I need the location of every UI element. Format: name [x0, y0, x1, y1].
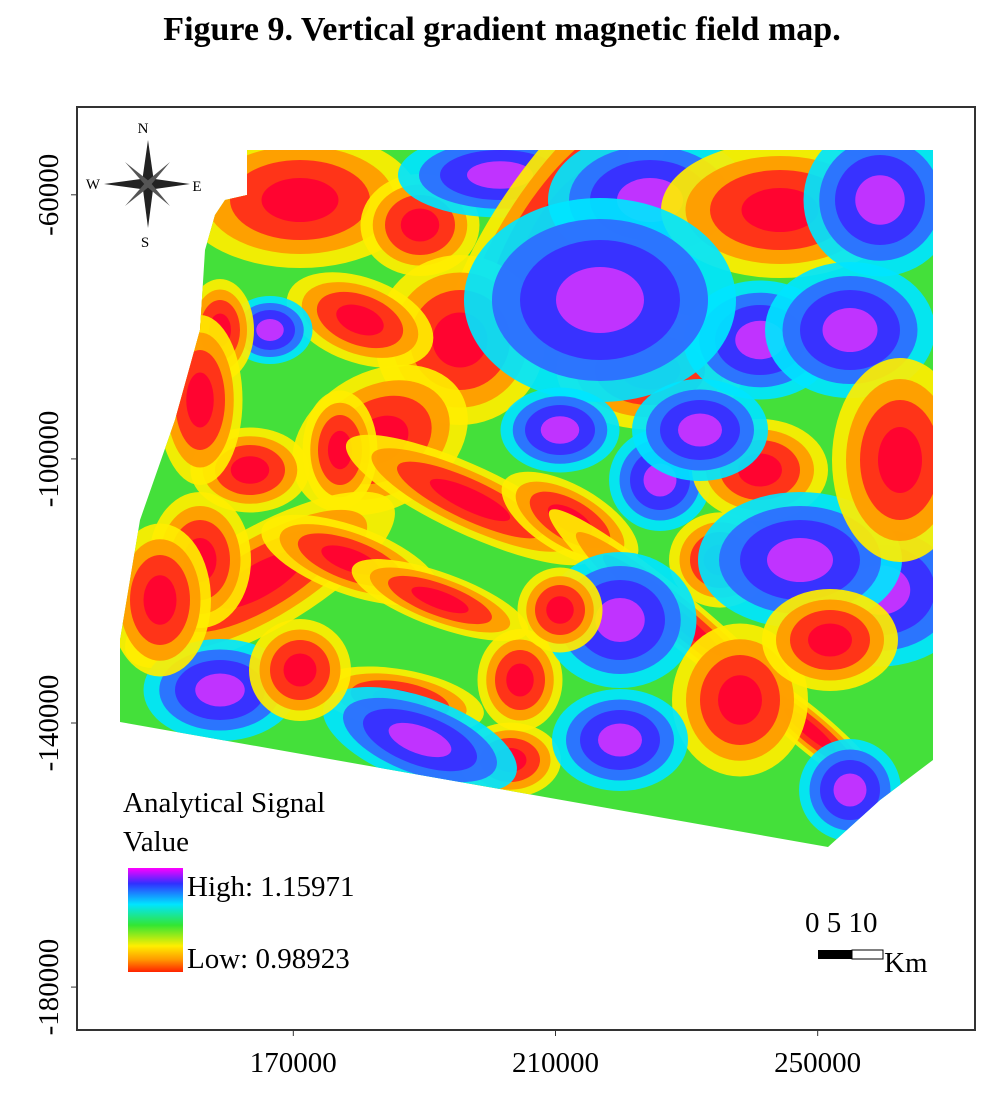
x-tick-label: 250000: [774, 1047, 861, 1079]
legend-low: Low: 0.98923: [187, 943, 350, 975]
map-blob: [833, 773, 867, 807]
map-blob: [855, 175, 905, 225]
map-blob: [595, 598, 645, 642]
scale-bar: 0 5 10 Km: [805, 907, 928, 979]
map-frame: [76, 106, 976, 1031]
map-blob: [506, 663, 534, 697]
compass-n: N: [138, 121, 149, 137]
y-tick-label: -140000: [33, 675, 65, 772]
legend: Analytical Signal Value High: 1.15971 Lo…: [123, 787, 355, 975]
map-blob: [143, 575, 177, 625]
map-blob: [195, 673, 245, 707]
map-blob: [546, 596, 574, 624]
compass-s: S: [141, 235, 149, 251]
map-blob: [327, 430, 353, 470]
map-blob: [388, 722, 452, 758]
map-blob: [556, 267, 644, 333]
map-blob: [411, 586, 469, 614]
y-tick-label: -180000: [33, 939, 65, 1036]
compass-w: W: [86, 177, 101, 193]
map-blob: [283, 653, 317, 687]
map-blob: [741, 188, 819, 232]
y-tick-label: -100000: [33, 411, 65, 508]
map-blob: [540, 416, 580, 444]
map-blob: [767, 538, 833, 582]
legend-ramp: [128, 868, 183, 972]
x-tick-label: 210000: [512, 1047, 599, 1079]
map-blob: [261, 178, 339, 222]
map-blob: [256, 319, 284, 341]
map-blob: [230, 456, 270, 484]
map-blob: [718, 675, 762, 725]
legend-high: High: 1.15971: [187, 871, 355, 903]
legend-title: Analytical Signal: [123, 787, 325, 819]
compass: N S E W: [86, 121, 202, 251]
x-tick-label: 170000: [250, 1047, 337, 1079]
map-blob: [400, 208, 440, 242]
map-blob: [429, 478, 511, 522]
scale-labels: 0 5 10: [805, 907, 878, 939]
legend-title: Value: [123, 826, 189, 858]
map-blob: [186, 372, 214, 428]
map-blob: [336, 304, 384, 336]
compass-e: E: [192, 179, 201, 195]
map-blob: [822, 308, 878, 352]
map-blob: [678, 413, 722, 447]
scale-unit: Km: [884, 947, 928, 979]
y-tick-label: -60000: [33, 154, 65, 236]
map-blob: [878, 427, 922, 493]
title: Figure 9. Vertical gradient magnetic fie…: [163, 11, 840, 48]
map-raster: [120, 150, 933, 847]
map-blob: [808, 623, 852, 657]
map-blob: [598, 723, 642, 757]
